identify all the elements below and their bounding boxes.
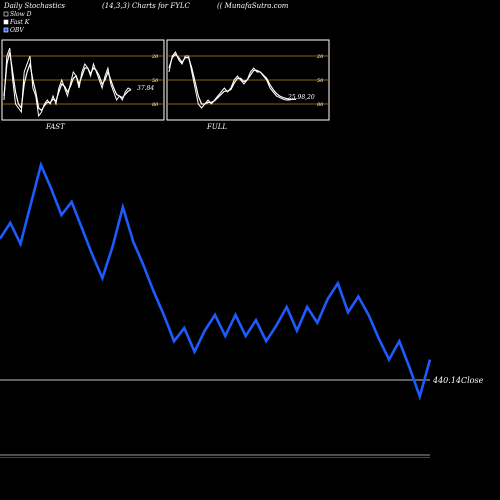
legend-swatch-slow-d [3,11,9,17]
fast-tick-label-20: 80 [152,102,159,108]
full-level-lines: 80 50 20 [167,54,329,108]
full-tick-label-20: 80 [317,102,324,108]
legend-label-fast-k: Fast K [9,19,30,26]
full-panel-label: FULL [206,123,227,131]
fast-series-line-1 [3,51,132,112]
fast-series-group [3,47,132,118]
header-right: (( MunafaSutra.com [217,2,289,10]
legend: Slow D Fast K OBV [3,11,32,34]
full-series-group [168,51,297,109]
close-label: 440.14Close [432,376,484,385]
header-middle: (14,3,3) Charts for FYLC [102,2,190,10]
full-series-line-1 [168,53,297,105]
full-tick-label-80: 20 [316,54,324,60]
full-tick-label-50: 50 [317,78,324,84]
fast-tick-label-50: 50 [152,78,159,84]
legend-swatch-fast-k [3,19,9,25]
fast-tick-label-80: 20 [151,54,159,60]
fast-last-value: 37.84 [137,85,154,92]
fast-level-lines: 80 50 20 [2,54,164,108]
full-last-value: 25.98,20 [287,94,315,101]
obv-series-group [0,161,432,401]
legend-label-slow-d: Slow D [10,11,32,18]
legend-swatch-obv [3,27,9,33]
header-left: Daily Stochastics [3,2,65,10]
fast-panel-label: FAST [45,123,66,131]
obv-line [0,161,432,401]
legend-label-obv: OBV [10,27,24,34]
